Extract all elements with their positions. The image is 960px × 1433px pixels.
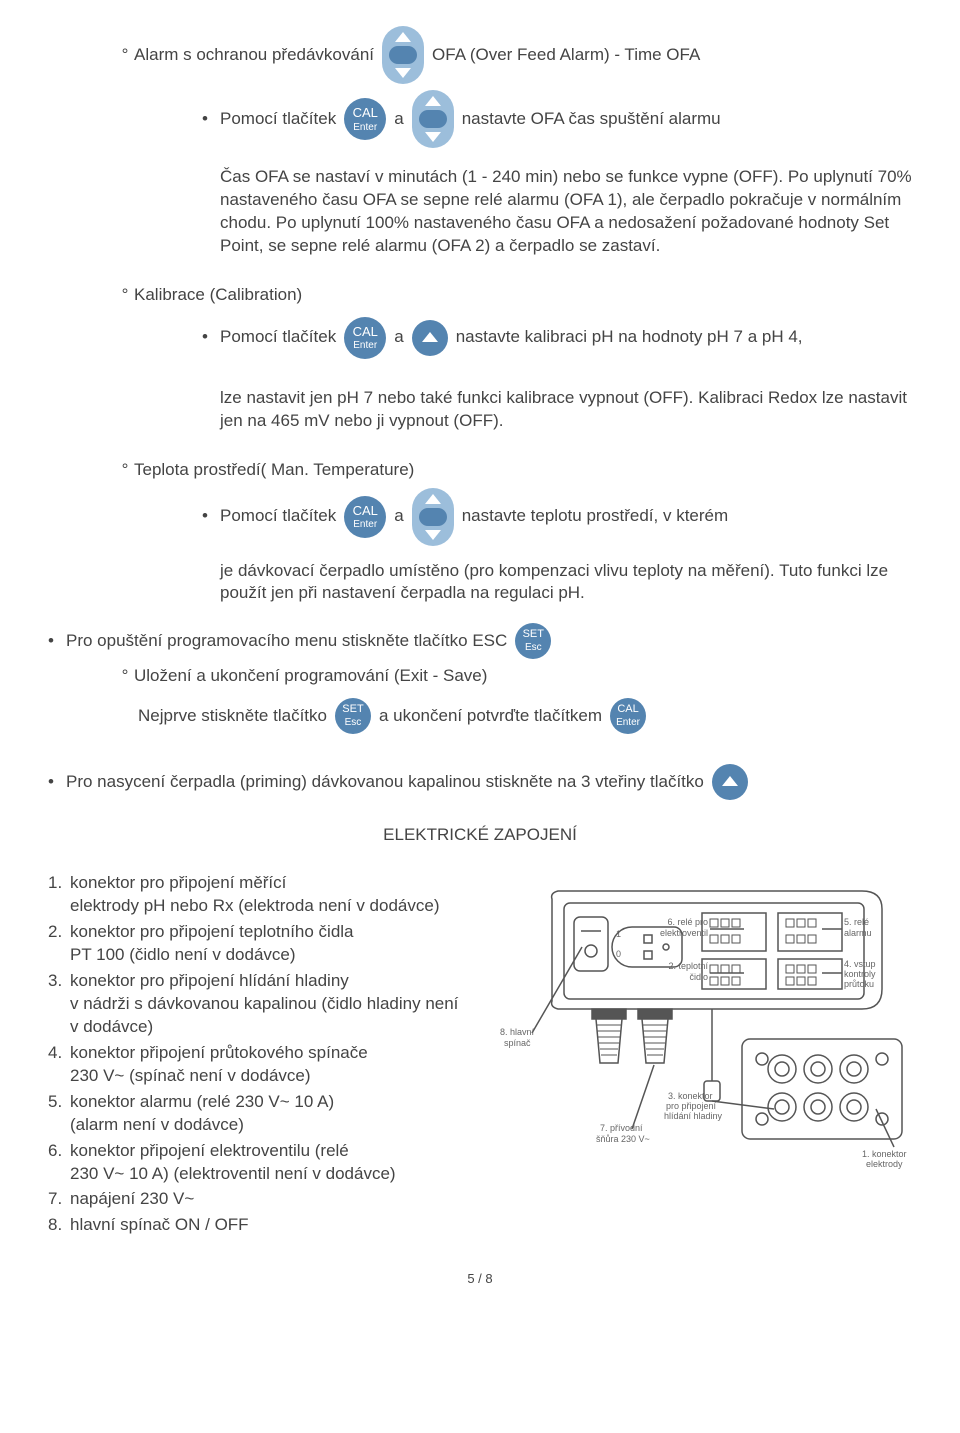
alarm-ofa-right: OFA (Over Feed Alarm) - Time OFA [432, 44, 700, 67]
temperature-header: ° Teplota prostředí( Man. Temperature) [48, 459, 912, 482]
alarm-ofa-header: ° Alarm s ochranou předávkování OFA (Ove… [48, 26, 912, 84]
svg-text:0: 0 [616, 949, 621, 959]
svg-text:šňůra 230 V~: šňůra 230 V~ [596, 1134, 650, 1144]
connector-list: konektor pro připojení měřícíelektrody p… [48, 869, 462, 1240]
svg-text:elektroventil: elektroventil [660, 928, 708, 938]
elzap-title: ELEKTRICKÉ ZAPOJENÍ [48, 824, 912, 847]
calibration-header: ° Kalibrace (Calibration) [48, 284, 912, 307]
up-down-icon [412, 90, 454, 148]
calibration-body: lze nastavit jen pH 7 nebo také funkci k… [48, 387, 912, 433]
temperature-sub: • Pomocí tlačítek CALEnter a nastavte te… [48, 488, 912, 546]
set-esc-icon: SETEsc [515, 623, 551, 659]
alarm-ofa-sub: • Pomocí tlačítek CALEnter a nastavte OF… [48, 90, 912, 148]
svg-text:8. hlavní: 8. hlavní [500, 1027, 535, 1037]
calibration-sub: • Pomocí tlačítek CALEnter a nastavte ka… [48, 317, 912, 359]
wiring-diagram: 1 0 [482, 869, 912, 1189]
svg-text:2. teplotní: 2. teplotní [668, 961, 708, 971]
cal-enter-icon: CALEnter [344, 317, 386, 359]
svg-text:5. relé: 5. relé [844, 917, 869, 927]
svg-text:alarmu: alarmu [844, 928, 872, 938]
exit-line3: Nejprve stiskněte tlačítko SETEsc a ukon… [48, 698, 912, 734]
svg-text:hlídání hladiny: hlídání hladiny [664, 1111, 723, 1121]
temperature-title: Teplota prostředí( Man. Temperature) [134, 459, 414, 482]
list-item: konektor alarmu (relé 230 V~ 10 A)(alarm… [48, 1091, 462, 1137]
list-item: konektor pro připojení hlídání hladinyv … [48, 970, 462, 1039]
list-item: hlavní spínač ON / OFF [48, 1214, 462, 1237]
up-down-icon [412, 488, 454, 546]
cal-enter-icon: CALEnter [344, 98, 386, 140]
list-item: konektor připojení průtokového spínače23… [48, 1042, 462, 1088]
list-item: konektor pro připojení měřícíelektrody p… [48, 872, 462, 918]
alarm-ofa-body: Čas OFA se nastaví v minutách (1 - 240 m… [48, 166, 912, 258]
svg-text:4. vstup: 4. vstup [844, 959, 876, 969]
svg-text:elektrody: elektrody [866, 1159, 903, 1169]
temperature-body: je dávkovací čerpadlo umístěno (pro komp… [48, 560, 912, 606]
up-down-icon [382, 26, 424, 84]
exit-line1: • Pro opuštění programovacího menu stisk… [48, 623, 912, 659]
up-icon [412, 320, 448, 356]
cal-enter-icon: CALEnter [344, 496, 386, 538]
svg-text:čidlo: čidlo [689, 972, 708, 982]
page-number: 5 / 8 [48, 1270, 912, 1288]
svg-text:průtoku: průtoku [844, 979, 874, 989]
svg-text:6. relé pro: 6. relé pro [667, 917, 708, 927]
alarm-ofa-title: Alarm s ochranou předávkování [134, 44, 374, 67]
svg-text:spínač: spínač [504, 1038, 531, 1048]
priming-line: • Pro nasycení čerpadla (priming) dávkov… [48, 764, 912, 800]
cal-enter-icon: CALEnter [610, 698, 646, 734]
svg-text:kontroly: kontroly [844, 969, 876, 979]
list-item: konektor pro připojení teplotního čidlaP… [48, 921, 462, 967]
exit-line2: ° Uložení a ukončení programování (Exit … [48, 665, 912, 688]
svg-text:1. konektor: 1. konektor [862, 1149, 907, 1159]
svg-text:7. přívodní: 7. přívodní [600, 1123, 643, 1133]
svg-text:3. konektor: 3. konektor [668, 1091, 713, 1101]
list-item: konektor připojení elektroventilu (relé2… [48, 1140, 462, 1186]
set-esc-icon: SETEsc [335, 698, 371, 734]
calibration-title: Kalibrace (Calibration) [134, 284, 302, 307]
list-item: napájení 230 V~ [48, 1188, 462, 1211]
svg-text:pro připojení: pro připojení [666, 1101, 717, 1111]
up-icon [712, 764, 748, 800]
